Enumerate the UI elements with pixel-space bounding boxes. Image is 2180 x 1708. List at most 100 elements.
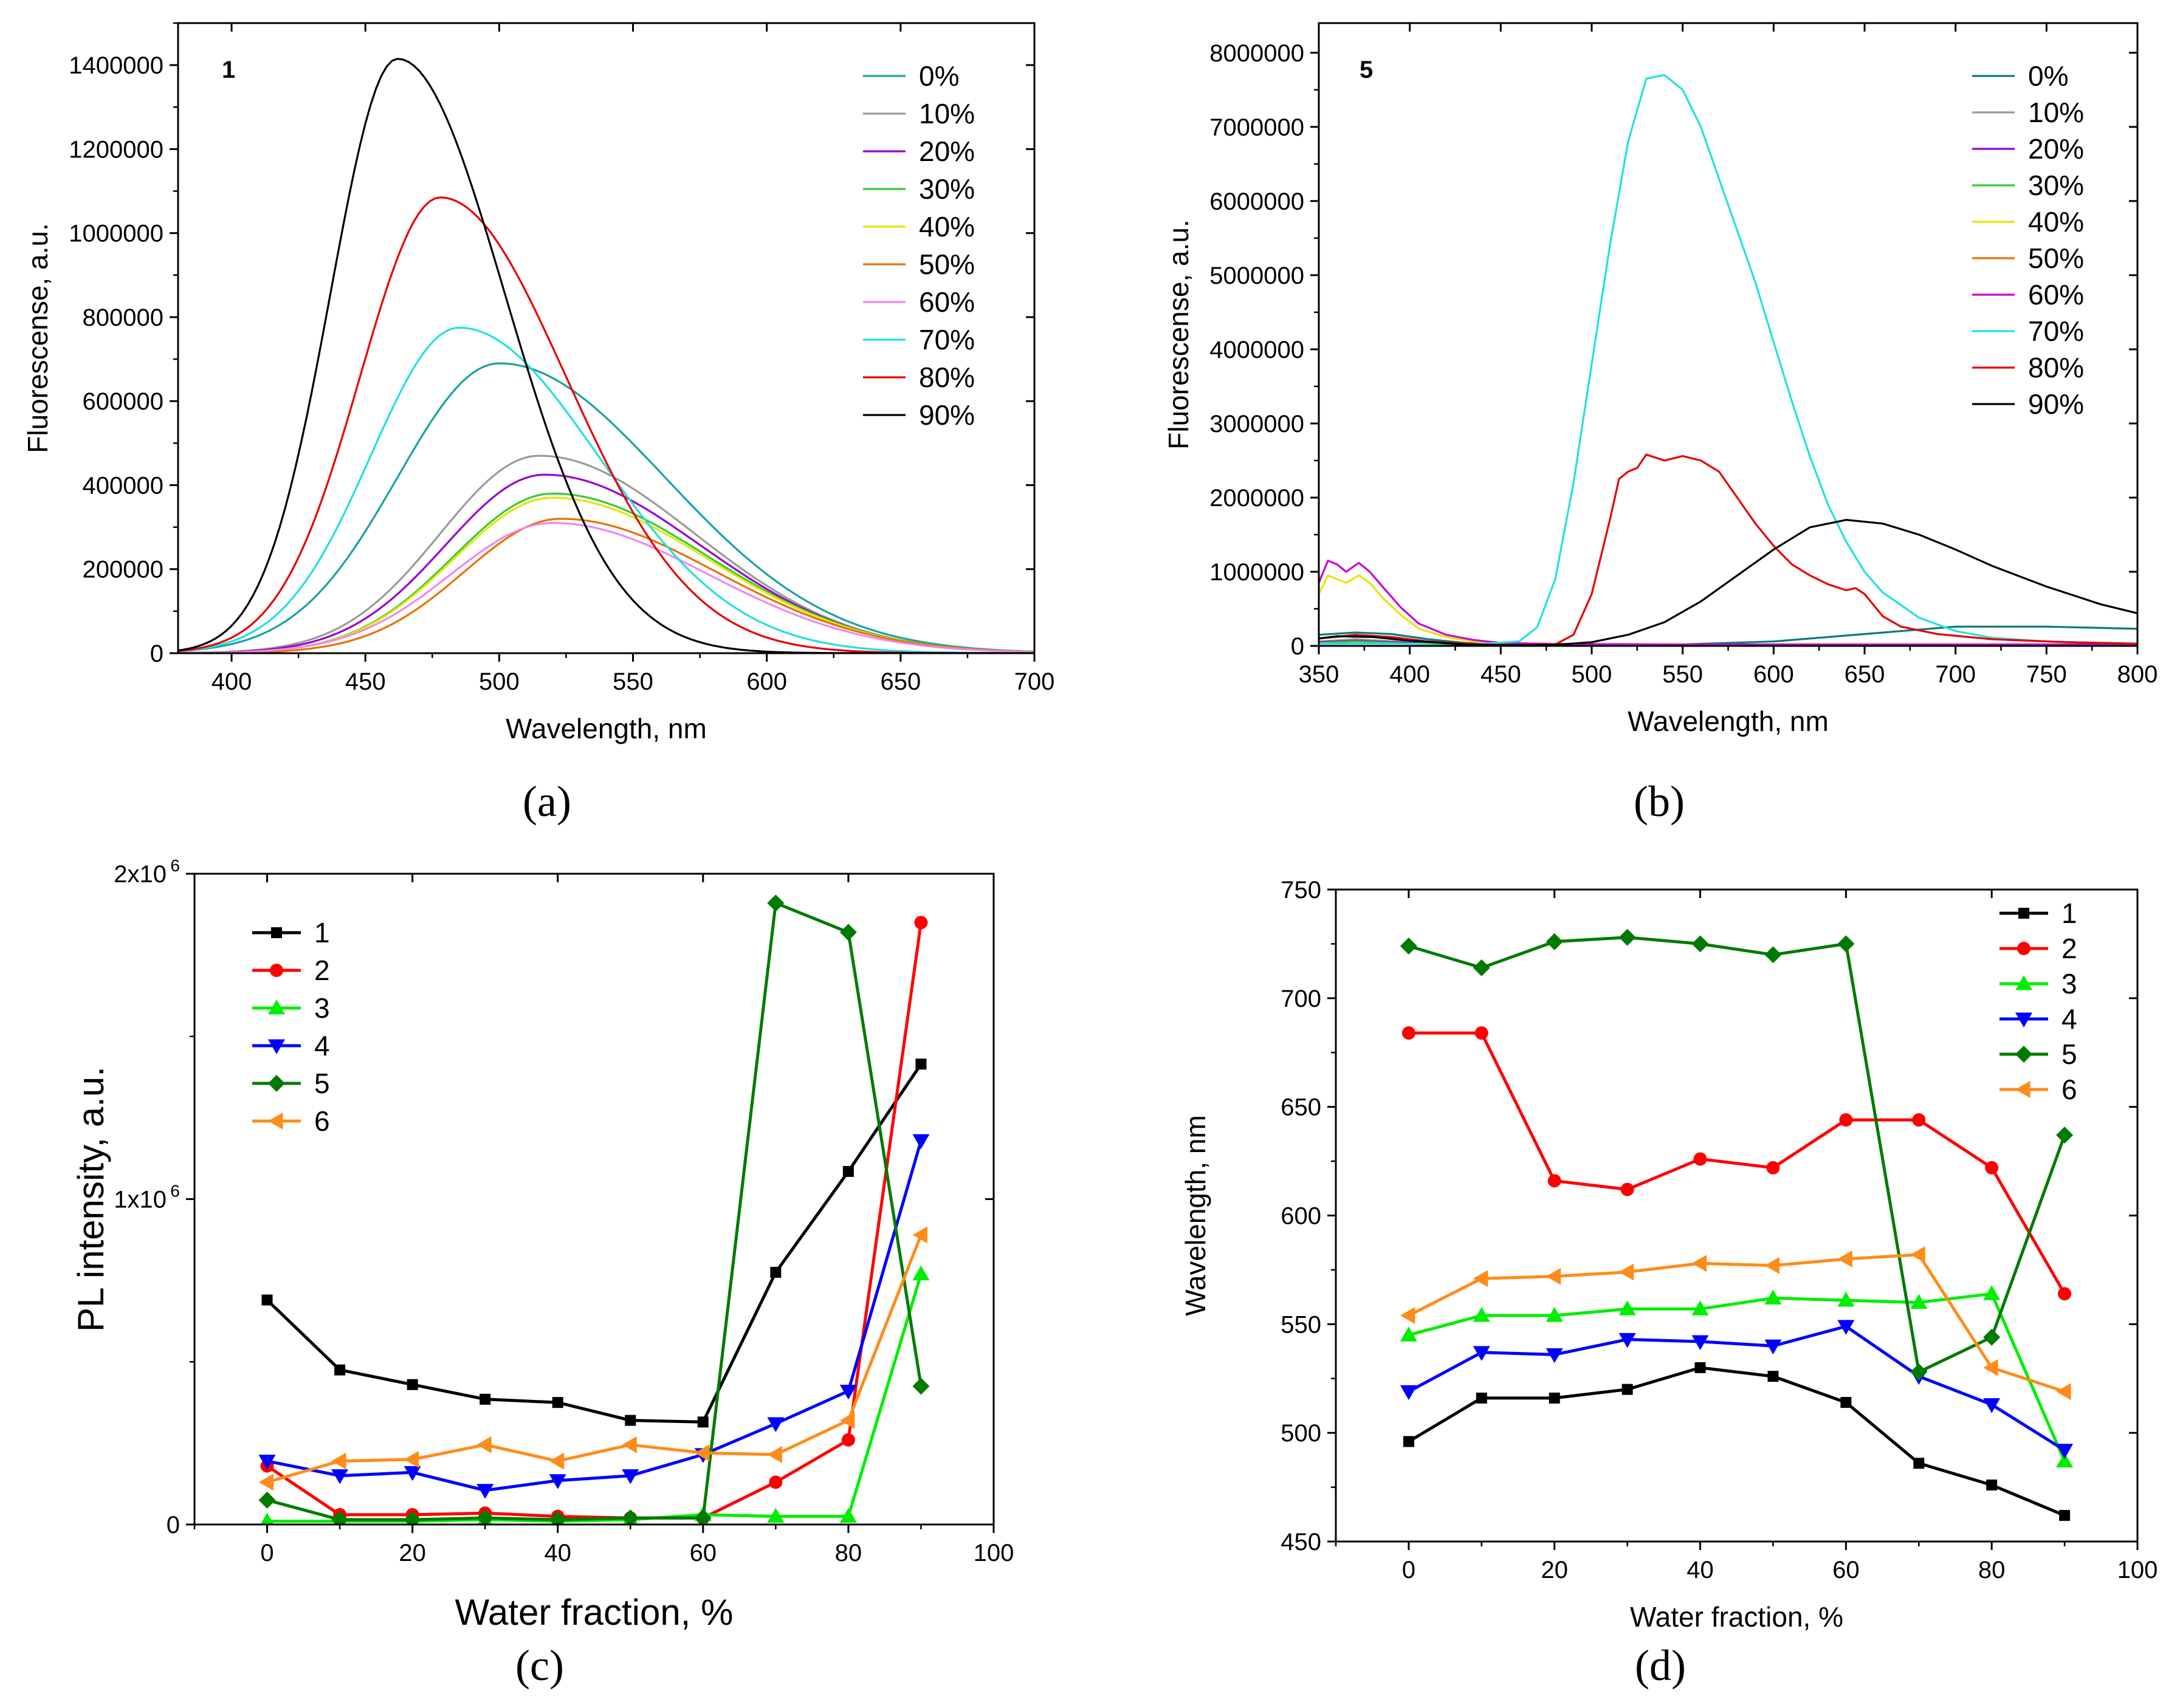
x-tick-label: 500: [479, 668, 520, 695]
data-point-6-5: [1764, 1257, 1779, 1274]
data-point-2-8: [841, 1433, 855, 1447]
legend-marker-4: [268, 1039, 285, 1054]
legend-marker-4: [2015, 1012, 2032, 1027]
data-point-1-8: [842, 1165, 854, 1177]
x-tick-label: 700: [1014, 668, 1055, 695]
data-point-3-4: [1691, 1300, 1709, 1315]
y-tick-label: 750: [1281, 877, 1321, 904]
series-line-60pct: [1319, 560, 2137, 646]
x-axis-label: Water fraction, %: [455, 1592, 734, 1633]
legend-marker-3: [268, 1000, 285, 1015]
legend-label-40pct: 40%: [919, 211, 975, 242]
legend-marker-5: [2015, 1046, 2032, 1063]
x-tick-label: 600: [746, 668, 787, 695]
legend-marker-6: [2015, 1081, 2030, 1098]
legend-label-10pct: 10%: [2028, 97, 2084, 128]
data-point-3-9: [2056, 1452, 2074, 1468]
legend-marker-3: [2015, 975, 2032, 990]
legend-label-3: 3: [314, 992, 330, 1024]
data-point-5-7: [767, 894, 785, 912]
legend-label-90pct: 90%: [2028, 388, 2084, 420]
data-point-2-6: [1839, 1113, 1853, 1127]
series-line-4: [1408, 1325, 2066, 1452]
legend-label-5: 5: [2061, 1038, 2077, 1070]
data-point-3-6: [1837, 1291, 1855, 1307]
x-axis-label: Wavelength, nm: [506, 713, 707, 744]
x-tick-label: 550: [1662, 661, 1703, 688]
series-line-5: [266, 901, 923, 1521]
x-tick-label: 0: [260, 1540, 273, 1566]
x-axis-label: Wavelength, nm: [1628, 705, 1829, 737]
x-tick-label: 800: [2117, 661, 2158, 688]
panel-label: (a): [523, 777, 571, 826]
data-point-3-8: [1983, 1285, 2001, 1300]
data-point-2-5: [1766, 1161, 1780, 1175]
data-point-6-1: [1473, 1270, 1488, 1288]
compound-label: 5: [1360, 57, 1373, 83]
y-axis-label: Wavelength, nm: [1180, 1115, 1211, 1316]
data-point-3-7: [767, 1507, 785, 1523]
data-point-5-8: [1983, 1328, 2001, 1346]
y-axis-label: PL intensity, a.u.: [70, 1066, 111, 1332]
data-point-1-5: [1767, 1371, 1779, 1382]
data-point-4-1: [331, 1469, 349, 1484]
data-point-3-3: [1618, 1300, 1636, 1315]
legend-label-70pct: 70%: [919, 324, 975, 355]
data-point-6-8: [1983, 1359, 1998, 1376]
series-line-0pct: [178, 362, 1034, 653]
data-point-2-7: [1912, 1113, 1926, 1127]
data-point-4-3: [1618, 1332, 1636, 1348]
data-point-1-3: [1621, 1384, 1633, 1395]
x-tick-label: 60: [690, 1540, 717, 1566]
data-point-6-8: [839, 1411, 855, 1429]
series-line-3: [1408, 1292, 2066, 1462]
data-point-1-4: [552, 1397, 563, 1408]
y-tick-label: 2x10: [114, 861, 167, 888]
data-point-1-1: [334, 1364, 346, 1376]
data-point-2-8: [1985, 1161, 1999, 1175]
y-tick-label: 600000: [83, 388, 163, 415]
series-line-1: [266, 1063, 923, 1424]
data-point-1-7: [770, 1266, 782, 1278]
y-tick-label: 7000000: [1209, 114, 1304, 141]
x-tick-label: 450: [345, 668, 386, 695]
legend-marker-6: [268, 1113, 283, 1130]
legend-label-1: 1: [314, 917, 330, 948]
data-point-5-8: [839, 924, 857, 941]
panel-label: (c): [515, 1641, 564, 1690]
data-point-6-5: [622, 1436, 637, 1453]
data-point-1-6: [1840, 1397, 1852, 1408]
y-tick-label: 650: [1281, 1094, 1321, 1121]
y-tick-label: 4000000: [1209, 337, 1304, 363]
plot-area: [258, 894, 930, 1525]
y-tick-label: 1200000: [69, 136, 163, 163]
series-line-60pct: [178, 522, 1034, 653]
data-point-4-7: [767, 1417, 785, 1432]
y-tick-label: 1000000: [1209, 559, 1304, 586]
data-point-5-0: [1400, 937, 1417, 955]
data-point-1-6: [697, 1416, 709, 1428]
x-tick-label: 20: [1541, 1557, 1568, 1583]
legend-label-0pct: 0%: [2028, 60, 2068, 92]
data-point-4-4: [1691, 1335, 1709, 1350]
data-point-4-0: [1400, 1385, 1417, 1401]
x-tick-label: 450: [1480, 661, 1521, 688]
y-tick-label: 500: [1281, 1420, 1321, 1447]
y-tick-label: 6000000: [1209, 188, 1304, 215]
legend-marker-2: [2017, 942, 2030, 955]
data-point-1-9: [2059, 1510, 2071, 1521]
y-tick-label: 800000: [83, 304, 163, 331]
series-line-90pct: [1319, 518, 2137, 646]
data-point-6-1: [331, 1452, 346, 1470]
x-tick-label: 100: [974, 1540, 1014, 1566]
y-tick-label: 600: [1281, 1203, 1321, 1230]
data-point-6-2: [1546, 1267, 1561, 1285]
y-tick-label: 450: [1281, 1529, 1321, 1555]
x-tick-label: 550: [613, 668, 653, 695]
data-point-5-4: [1691, 935, 1709, 953]
data-point-5-1: [331, 1511, 349, 1525]
